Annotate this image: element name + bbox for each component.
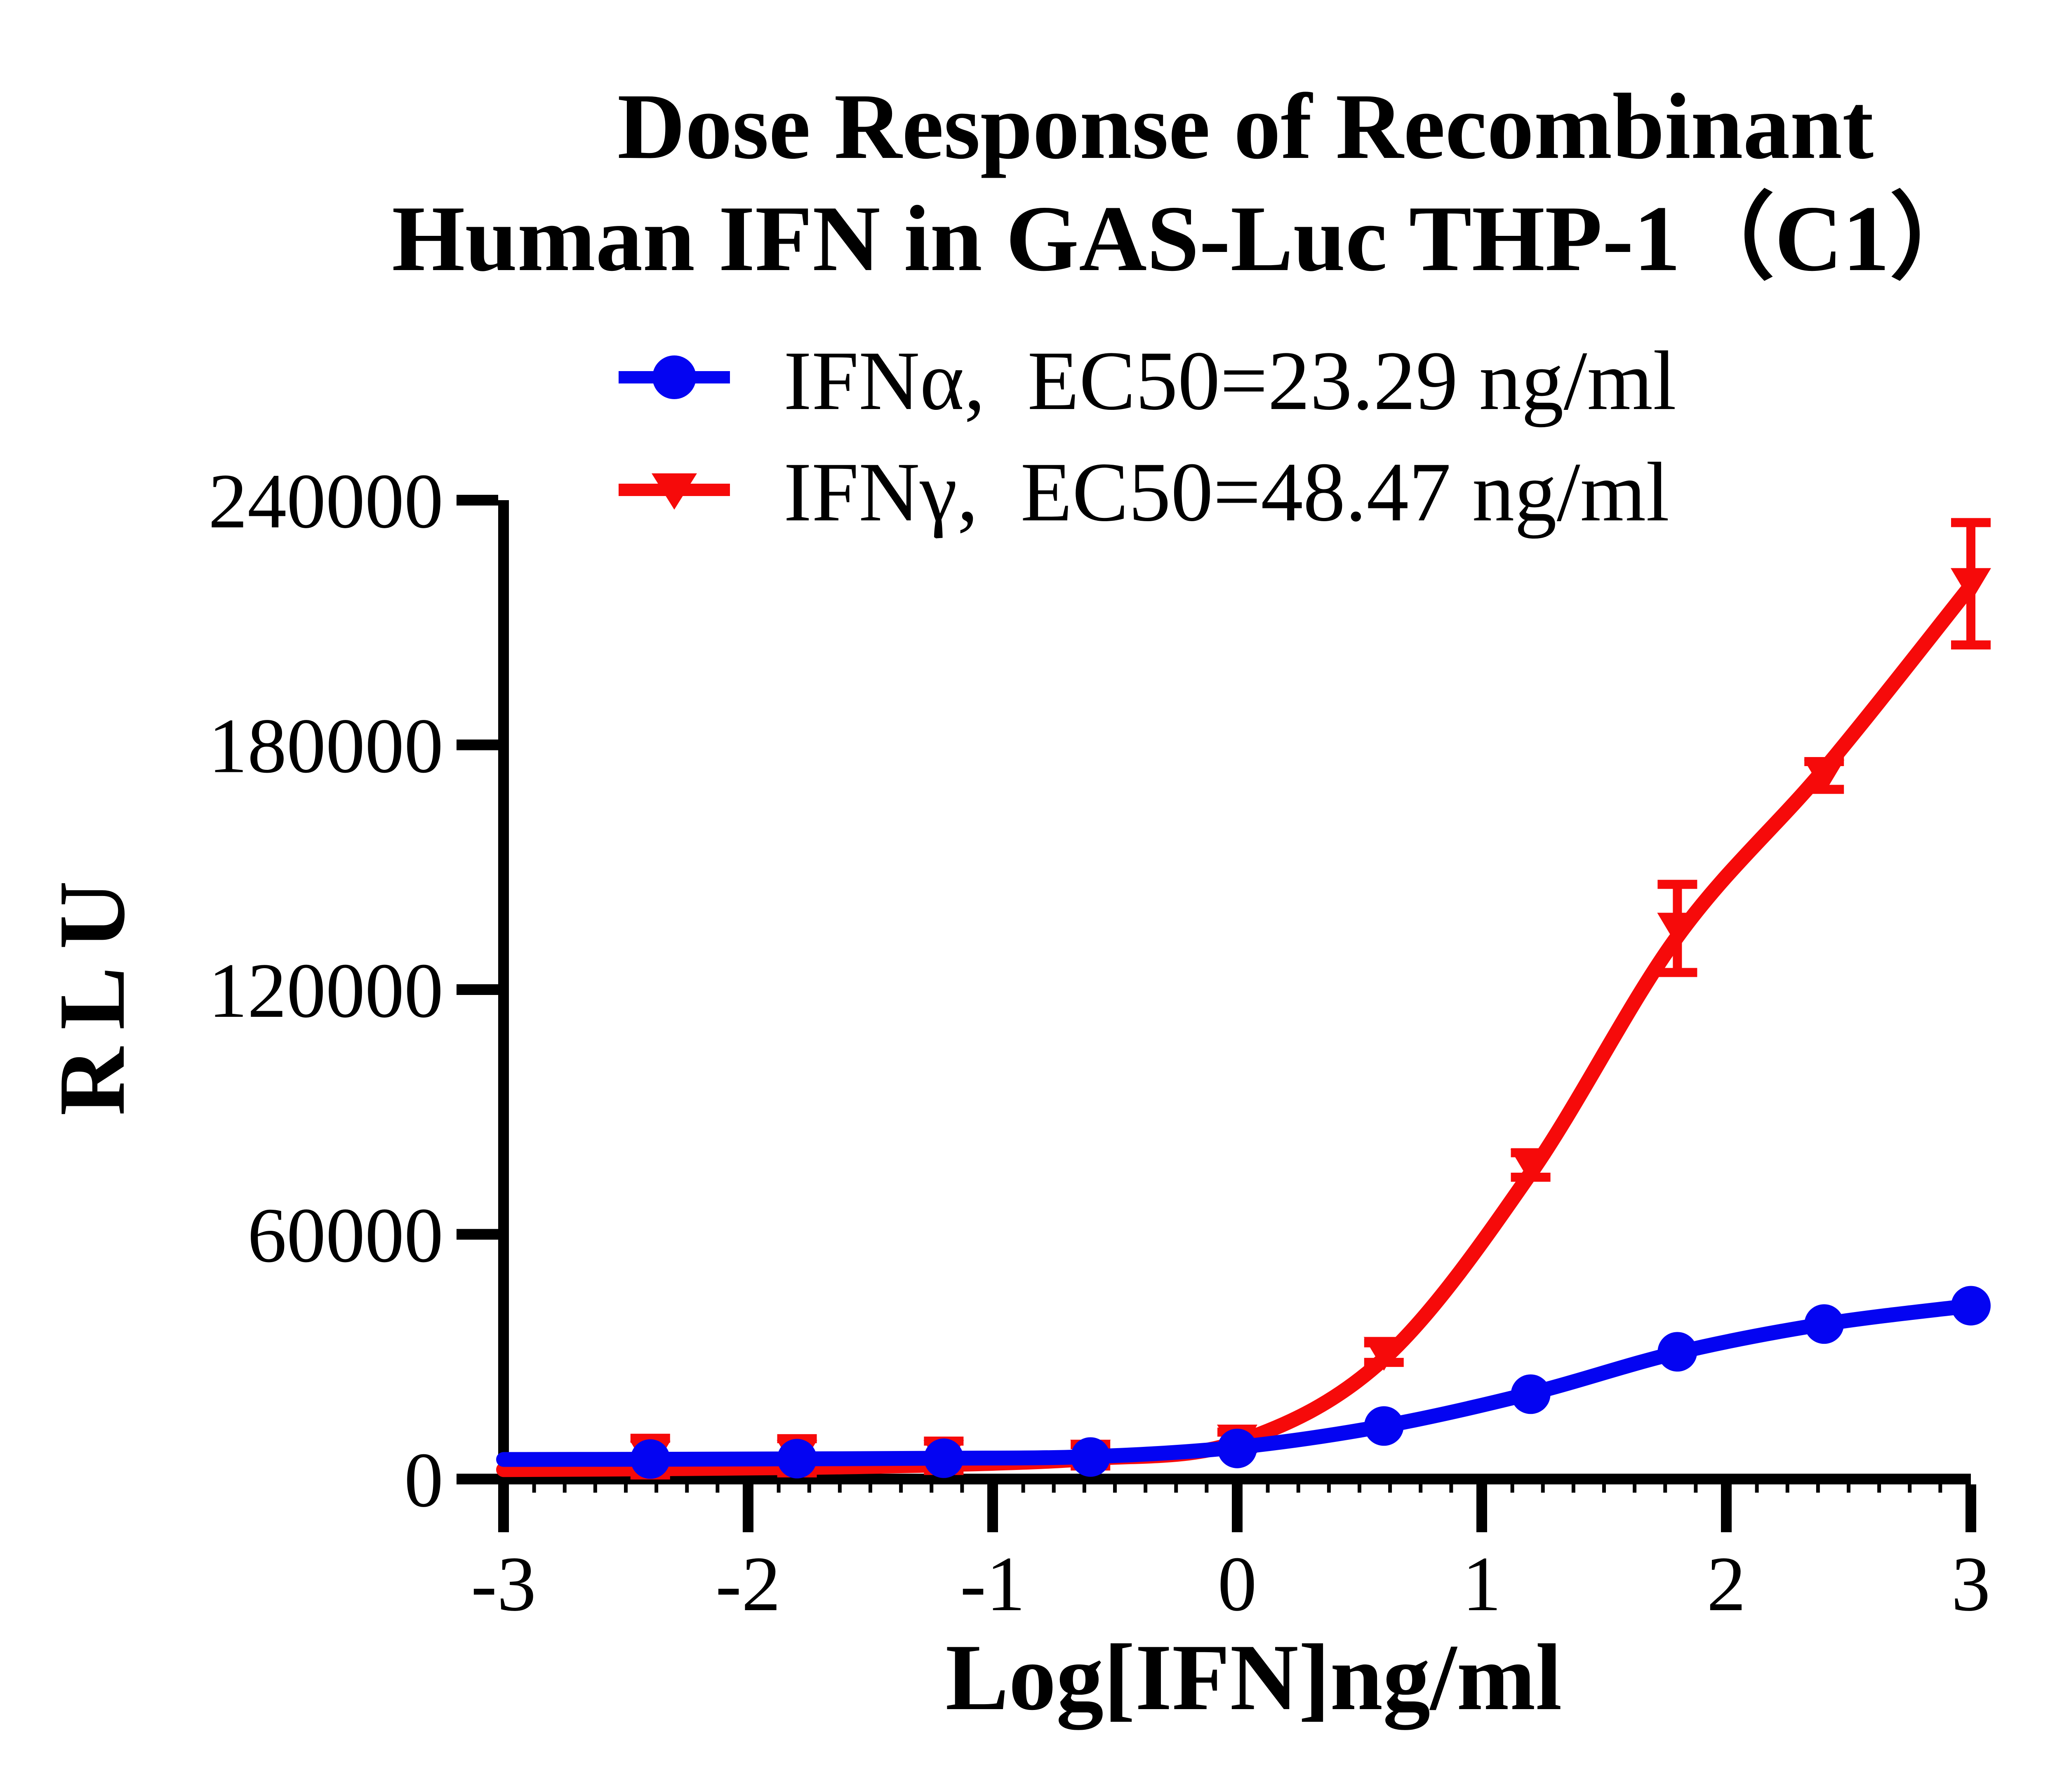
data-point-marker: [1071, 1437, 1111, 1477]
data-point-marker: [1364, 1406, 1404, 1446]
y-axis-title: RLU: [39, 863, 144, 1116]
x-tick-label: 3: [1951, 1541, 1991, 1627]
x-tick-label: 2: [1707, 1541, 1746, 1627]
x-tick-label: -2: [716, 1541, 781, 1627]
data-point-marker: [1510, 1149, 1551, 1183]
data-point-marker: [924, 1438, 964, 1478]
x-axis-title: Log[IFN]ng/ml: [946, 1625, 1562, 1730]
y-tick-label: 180000: [208, 703, 443, 790]
data-point-marker: [1951, 1286, 1991, 1326]
data-series: [496, 518, 1991, 1480]
x-tick-label: 1: [1462, 1541, 1502, 1627]
y-tick-label: 0: [404, 1437, 443, 1524]
x-tick-label: -3: [471, 1541, 536, 1627]
legend: IFNα, EC50=23.29 ng/ml IFNγ, EC50=48.47 …: [619, 334, 1676, 539]
legend-circle-icon: [652, 355, 696, 399]
data-point-marker: [777, 1439, 817, 1479]
legend-marker-ifn-alpha-icon: [619, 355, 730, 399]
data-point-marker: [1363, 1337, 1404, 1371]
legend-label-ifn-alpha: IFNα, EC50=23.29 ng/ml: [784, 334, 1676, 428]
data-point-marker: [630, 1439, 670, 1479]
data-point-marker: [1804, 760, 1845, 794]
x-tick-label: -1: [960, 1541, 1025, 1627]
data-point-marker: [1511, 1374, 1551, 1414]
y-tick-label: 240000: [208, 458, 443, 545]
y-tick-label: 120000: [208, 948, 443, 1034]
data-point-marker: [1951, 568, 1991, 602]
axis-frame: [498, 500, 1971, 1484]
axes: [457, 495, 1976, 1532]
data-point-marker: [1217, 1428, 1257, 1468]
legend-triangle-icon: [652, 473, 697, 510]
chart-title-line1: Dose Response of Recombinant: [617, 75, 1874, 179]
series-ifn-alpha: [496, 1286, 1991, 1479]
y-tick-label: 60000: [247, 1192, 443, 1279]
chart-title: Dose Response of Recombinant Human IFN i…: [392, 75, 1984, 291]
legend-marker-ifn-gamma-icon: [619, 473, 730, 510]
x-tick-label: 0: [1218, 1541, 1257, 1627]
data-point-marker: [1657, 1332, 1697, 1372]
legend-label-ifn-gamma: IFNγ, EC50=48.47 ng/ml: [784, 445, 1669, 539]
data-point-marker: [1657, 912, 1698, 947]
chart-title-line2: Human IFN in GAS-Luc THP-1（C1）: [392, 187, 1984, 291]
data-point-marker: [1804, 1304, 1844, 1344]
tick-labels: 0 60000 120000 180000 240000 -3 -2 -1 0 1 2 3: [208, 458, 1991, 1627]
